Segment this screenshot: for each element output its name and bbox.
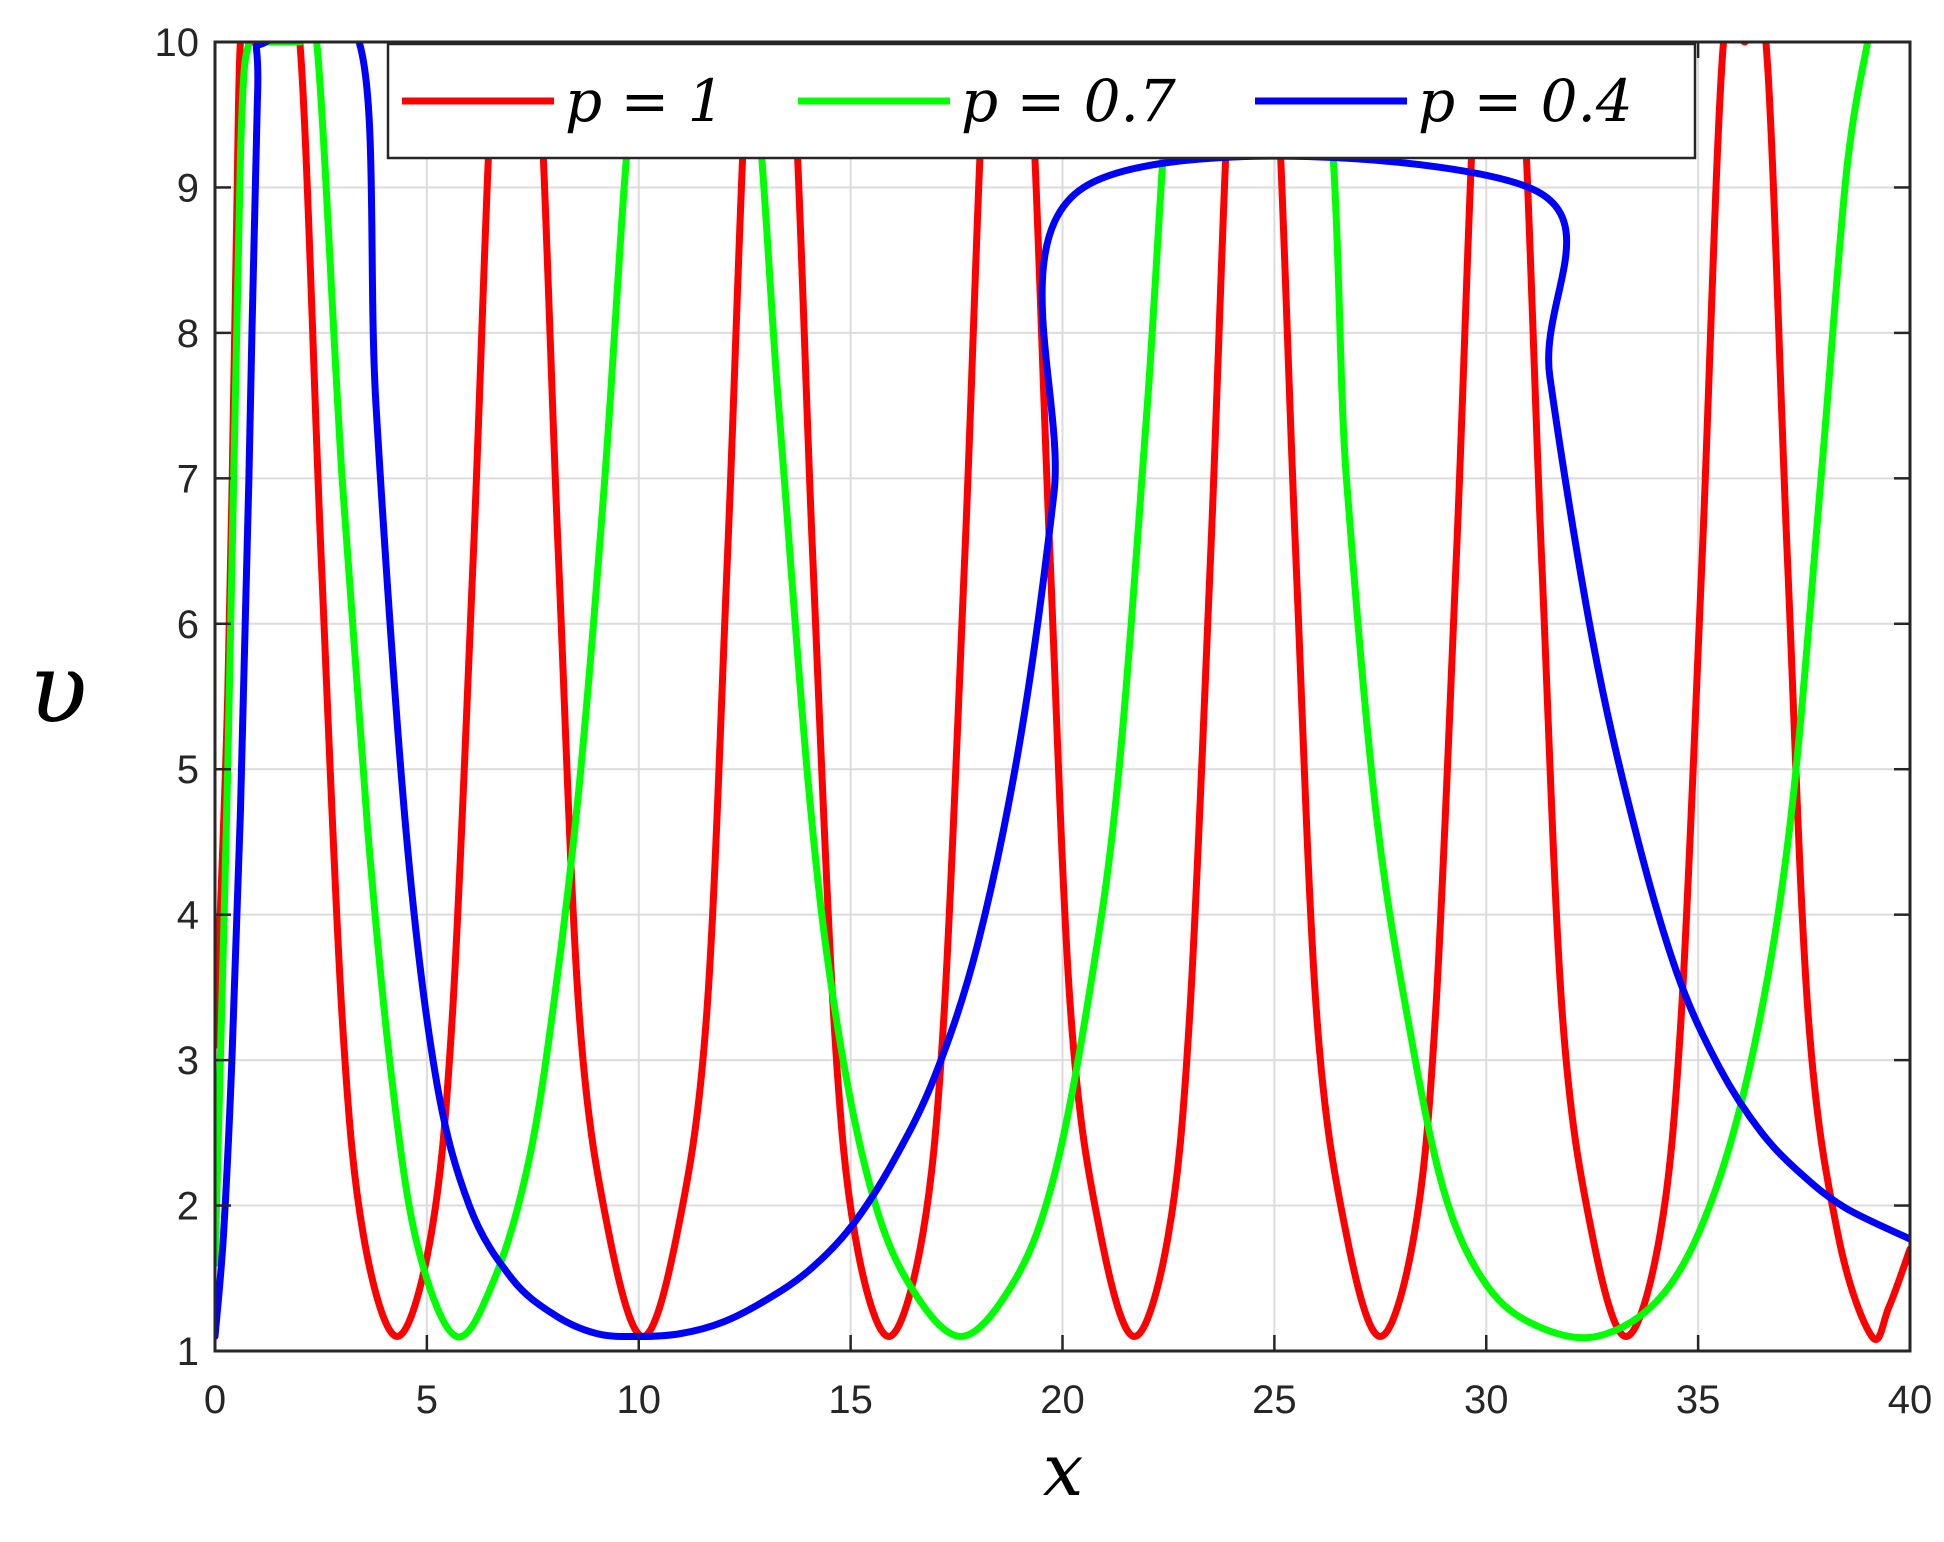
x-tick-label: 40: [1888, 1378, 1933, 1422]
series-line-1: [215, 42, 1910, 1343]
x-axis-title: x: [1043, 1428, 1084, 1512]
tick-labels: 0 5 10 15 20 25 30 35 40 1 2 3 4 5 6 7 8 9 10: [155, 21, 1933, 1422]
series-line-3: [215, 42, 1910, 1341]
legend-label-1: p = 1: [565, 67, 725, 135]
series-line-2: [215, 42, 1872, 1342]
y-tick-label: 1: [177, 1330, 199, 1374]
legend: p = 1 p = 0.7 p = 0.4: [386, 42, 1697, 160]
y-tick-label: 3: [177, 1039, 199, 1083]
legend-box: [386, 42, 1697, 160]
y-tick-label: 5: [177, 748, 199, 792]
legend-label-3: p = 0.4: [1418, 67, 1633, 135]
y-tick-label: 9: [177, 166, 199, 210]
x-tick-label: 15: [828, 1378, 873, 1422]
x-tick-label: 20: [1040, 1378, 1085, 1422]
y-tick-label: 6: [177, 603, 199, 647]
y-tick-label: 7: [177, 457, 199, 501]
y-tick-label: 10: [155, 21, 200, 65]
y-tick-label: 4: [177, 894, 199, 938]
x-tick-label: 0: [204, 1378, 226, 1422]
series-layer: [215, 42, 1910, 1343]
y-axis-title: υ: [29, 633, 87, 745]
legend-label-2: p = 0.7: [961, 67, 1176, 135]
x-tick-label: 10: [617, 1378, 662, 1422]
x-tick-label: 30: [1464, 1378, 1509, 1422]
x-tick-label: 35: [1676, 1378, 1721, 1422]
y-tick-label: 2: [177, 1185, 199, 1229]
y-tick-label: 8: [177, 312, 199, 356]
x-tick-label: 5: [416, 1378, 438, 1422]
x-tick-label: 25: [1252, 1378, 1297, 1422]
